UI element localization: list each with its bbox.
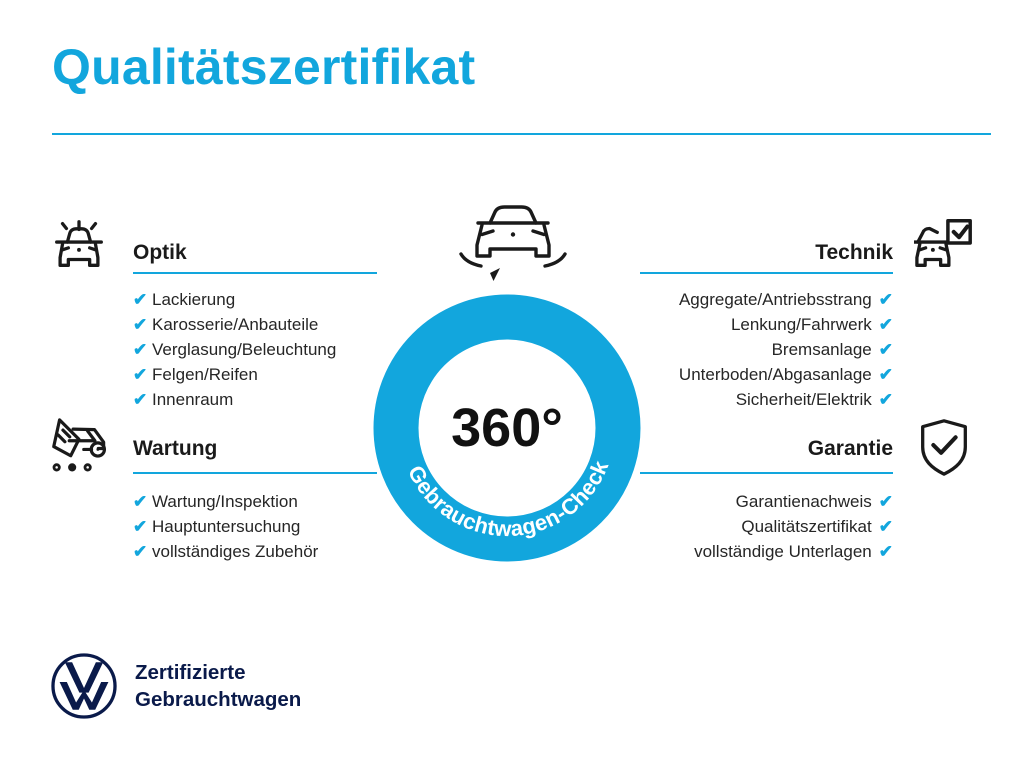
svg-text:360°: 360° [451, 398, 563, 458]
